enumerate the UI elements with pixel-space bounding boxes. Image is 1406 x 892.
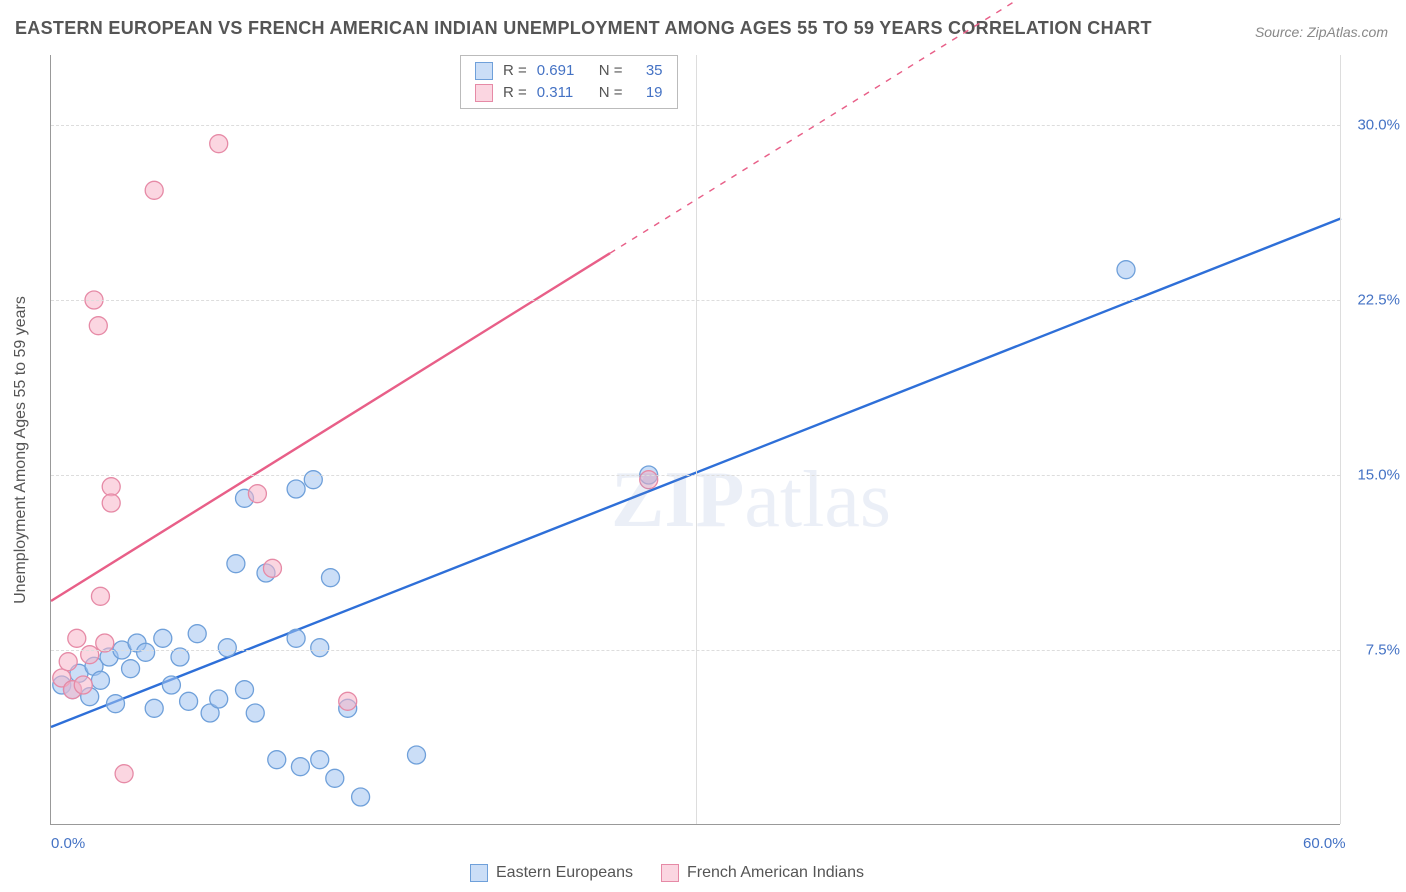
- y-tick-label: 22.5%: [1357, 292, 1400, 309]
- series-legend-item: French American Indians: [661, 864, 864, 882]
- french-point: [59, 653, 77, 671]
- eastern-point: [326, 769, 344, 787]
- chart-container: EASTERN EUROPEAN VS FRENCH AMERICAN INDI…: [0, 0, 1406, 892]
- y-tick-label: 7.5%: [1366, 642, 1400, 659]
- series-legend: Eastern Europeans French American Indians: [470, 864, 864, 882]
- legend-n-value: 19: [633, 82, 663, 104]
- correlation-legend: R = 0.691 N = 35 R = 0.311 N = 19: [460, 55, 678, 109]
- legend-swatch: [475, 84, 493, 102]
- eastern-point: [246, 704, 264, 722]
- legend-r-value: 0.311: [537, 82, 589, 104]
- french-point: [89, 317, 107, 335]
- eastern-point: [137, 643, 155, 661]
- eastern-point: [210, 690, 228, 708]
- french-point: [339, 692, 357, 710]
- eastern-point: [291, 758, 309, 776]
- grid-line-v: [696, 55, 697, 824]
- french-point: [68, 629, 86, 647]
- x-tick-label: 0.0%: [51, 835, 85, 852]
- eastern-point: [268, 751, 286, 769]
- eastern-point: [188, 625, 206, 643]
- legend-swatch: [661, 864, 679, 882]
- legend-row: R = 0.691 N = 35: [475, 60, 663, 82]
- french-point: [210, 135, 228, 153]
- eastern-point: [311, 639, 329, 657]
- chart-title: EASTERN EUROPEAN VS FRENCH AMERICAN INDI…: [15, 18, 1152, 39]
- french-point: [248, 485, 266, 503]
- eastern-point: [91, 671, 109, 689]
- french-point: [263, 559, 281, 577]
- eastern-point: [287, 480, 305, 498]
- french-point: [145, 181, 163, 199]
- series-legend-label: French American Indians: [687, 864, 864, 882]
- french-trend-line: [51, 253, 610, 601]
- legend-row: R = 0.311 N = 19: [475, 82, 663, 104]
- eastern-point: [154, 629, 172, 647]
- french-point: [115, 765, 133, 783]
- eastern-point: [180, 692, 198, 710]
- x-tick-label: 60.0%: [1303, 835, 1346, 852]
- eastern-point: [287, 629, 305, 647]
- eastern-point: [236, 681, 254, 699]
- legend-n-label: N =: [599, 60, 623, 82]
- series-legend-label: Eastern Europeans: [496, 864, 633, 882]
- eastern-point: [162, 676, 180, 694]
- eastern-point: [304, 471, 322, 489]
- y-tick-label: 30.0%: [1357, 117, 1400, 134]
- eastern-point: [352, 788, 370, 806]
- french-point: [74, 676, 92, 694]
- source-label: Source: ZipAtlas.com: [1255, 24, 1388, 40]
- legend-r-value: 0.691: [537, 60, 589, 82]
- eastern-point: [311, 751, 329, 769]
- eastern-point: [227, 555, 245, 573]
- eastern-point: [107, 695, 125, 713]
- series-legend-item: Eastern Europeans: [470, 864, 633, 882]
- plot-area: ZIPatlas 7.5%15.0%22.5%30.0%0.0%60.0%: [50, 55, 1340, 825]
- french-point: [81, 646, 99, 664]
- eastern-point: [145, 699, 163, 717]
- y-axis-label: Unemployment Among Ages 55 to 59 years: [12, 296, 30, 604]
- legend-n-value: 35: [633, 60, 663, 82]
- eastern-point: [1117, 261, 1135, 279]
- grid-line-v: [1340, 55, 1341, 824]
- legend-n-label: N =: [599, 82, 623, 104]
- legend-swatch: [475, 62, 493, 80]
- legend-r-label: R =: [503, 60, 527, 82]
- french-point: [91, 587, 109, 605]
- eastern-point: [322, 569, 340, 587]
- french-point: [640, 471, 658, 489]
- eastern-point: [408, 746, 426, 764]
- legend-r-label: R =: [503, 82, 527, 104]
- y-tick-label: 15.0%: [1357, 467, 1400, 484]
- eastern-point: [218, 639, 236, 657]
- french-point: [102, 478, 120, 496]
- eastern-point: [122, 660, 140, 678]
- french-point: [102, 494, 120, 512]
- legend-swatch: [470, 864, 488, 882]
